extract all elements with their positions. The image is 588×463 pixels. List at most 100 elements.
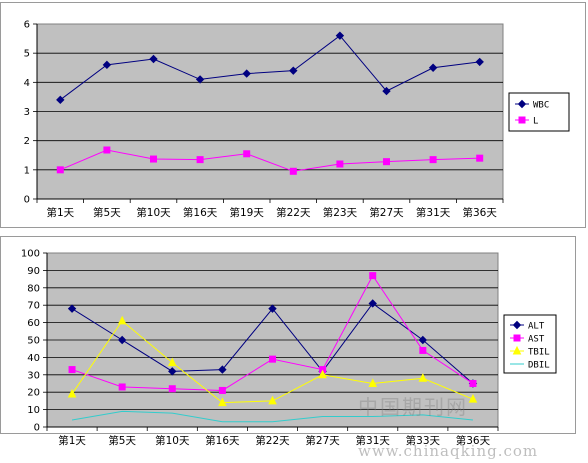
y-tick-label: 50 xyxy=(27,336,40,347)
y-tick-label: 90 xyxy=(27,266,40,277)
alt-legend-marker xyxy=(512,320,522,330)
l-legend-marker xyxy=(518,116,526,124)
y-tick-label: 3 xyxy=(24,107,30,118)
y-tick-label: 0 xyxy=(34,423,40,434)
l-data-point xyxy=(429,156,437,164)
tbil-data-point xyxy=(268,395,277,405)
wbc-legend-marker xyxy=(517,99,527,109)
legend-box xyxy=(508,92,570,132)
tbil-data-point xyxy=(117,315,127,325)
alt-data-point xyxy=(268,304,277,313)
alt-data-point xyxy=(218,365,227,374)
l-data-point xyxy=(150,155,157,163)
alt-data-point xyxy=(368,299,377,308)
dbil-series-line xyxy=(71,410,473,423)
alt-data-point xyxy=(117,335,127,345)
x-tick-label: 第36天 xyxy=(463,206,498,219)
alt-data-point xyxy=(168,367,177,376)
y-tick-label: 1 xyxy=(24,165,30,176)
tbil-data-point xyxy=(368,378,378,387)
ast-data-point xyxy=(218,386,226,394)
wbc-data-point xyxy=(149,54,158,64)
y-tick-label: 10 xyxy=(27,405,40,416)
x-tick-label: 第1天 xyxy=(58,434,86,447)
y-tick-label: 0 xyxy=(24,195,30,206)
y-tick-label: 80 xyxy=(27,283,40,294)
y-tick-label: 70 xyxy=(27,301,40,312)
alt-legend-label: ALT xyxy=(528,322,545,332)
alt-data-point xyxy=(418,335,428,345)
wbc-data-point xyxy=(195,75,205,84)
x-tick-label: 第31天 xyxy=(356,434,391,447)
y-tick-label: 5 xyxy=(24,49,30,60)
x-tick-label: 第10天 xyxy=(155,434,190,447)
ast-data-point xyxy=(469,380,477,387)
x-tick-label: 第27天 xyxy=(369,206,404,219)
tbil-data-point xyxy=(318,369,327,379)
x-tick-label: 第31天 xyxy=(416,206,451,219)
tbil-data-point xyxy=(67,388,77,398)
y-tick-label: 4 xyxy=(24,78,30,89)
tbil-legend-marker xyxy=(512,345,522,355)
x-tick-label: 第22天 xyxy=(255,434,290,447)
l-data-point xyxy=(56,166,64,174)
x-tick-label: 第5天 xyxy=(108,434,136,447)
tbil-data-point xyxy=(167,357,177,367)
x-tick-label: 第5天 xyxy=(93,206,121,219)
x-tick-label: 第36天 xyxy=(456,434,491,447)
l-data-point xyxy=(336,160,344,168)
x-tick-label: 第16天 xyxy=(205,434,240,447)
ast-data-point xyxy=(118,383,126,391)
tbil-data-point xyxy=(218,397,227,407)
wbc-legend-label: WBC xyxy=(533,101,549,111)
ast-legend-label: AST xyxy=(528,335,545,345)
l-legend-label: L xyxy=(533,117,538,127)
x-tick-label: 第1天 xyxy=(46,206,74,219)
wbc-data-point xyxy=(335,31,345,40)
l-data-point xyxy=(243,150,251,158)
wbc-l-chart: 0 1 2 3 4 5 6 第1天 第5天 第10天 第16天 第19天 第22天 第23天 第27天 第31… xyxy=(24,20,570,219)
liver-enzymes-chart-panel: 0 10 20 30 40 50 60 70 80 90 100 第1天 第5天 第10天 第16天 第22天… xyxy=(0,236,576,447)
x-tick-label: 第22天 xyxy=(276,206,311,219)
wbc-data-point xyxy=(428,63,438,72)
wbc-data-point xyxy=(475,57,484,67)
l-data-point xyxy=(383,158,390,166)
ast-data-point xyxy=(369,272,377,280)
y-tick-label: 2 xyxy=(24,136,30,147)
x-tick-label: 第33天 xyxy=(406,434,441,447)
y-tick-label: 100 xyxy=(21,249,40,260)
y-tick-label: 30 xyxy=(27,370,40,381)
wbc-l-chart-panel: 0 1 2 3 4 5 6 第1天 第5天 第10天 第16天 第19天 第22天 第23天 第27天 第31… xyxy=(0,2,586,228)
x-tick-label: 第16天 xyxy=(183,206,218,219)
x-tick-label: 第19天 xyxy=(230,206,265,219)
l-data-point xyxy=(196,156,204,164)
wbc-data-point xyxy=(289,66,298,75)
ast-legend-marker xyxy=(513,334,521,342)
wbc-series-line xyxy=(59,34,480,101)
l-data-point xyxy=(476,154,484,162)
y-tick-label: 40 xyxy=(27,353,40,364)
y-tick-label: 60 xyxy=(27,318,40,329)
y-tick-label: 6 xyxy=(24,20,30,31)
tbil-data-point xyxy=(468,394,478,403)
wbc-data-point xyxy=(102,60,112,70)
watermark-url: www.chinaqking.com xyxy=(358,442,539,460)
ast-data-point xyxy=(68,366,76,374)
ast-data-point xyxy=(419,346,427,354)
l-data-point xyxy=(103,146,111,154)
tbil-legend-label: TBIL xyxy=(528,348,550,358)
alt-data-point xyxy=(67,304,77,313)
ast-data-point xyxy=(269,355,276,363)
x-tick-label: 第23天 xyxy=(323,206,358,219)
y-tick-label: 20 xyxy=(27,388,40,399)
watermark-cn: 中国期刊网 xyxy=(358,395,468,419)
x-tick-label: 第10天 xyxy=(136,206,171,219)
tbil-data-point xyxy=(418,373,428,382)
l-series-line xyxy=(60,149,480,172)
ast-data-point xyxy=(168,385,176,393)
wbc-data-point xyxy=(242,69,251,78)
x-tick-label: 第27天 xyxy=(305,434,340,447)
wbc-data-point xyxy=(382,86,391,96)
dbil-legend-label: DBIL xyxy=(528,361,550,371)
l-data-point xyxy=(289,167,297,175)
